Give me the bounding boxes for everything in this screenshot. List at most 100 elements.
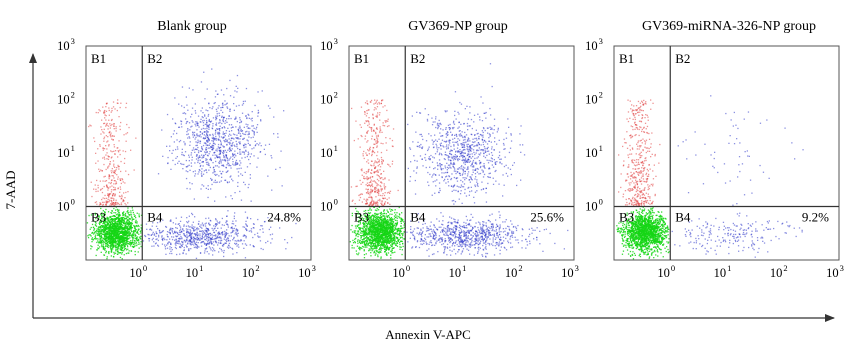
event-dot-b3 (119, 226, 121, 228)
event-dot-b3 (94, 212, 96, 214)
event-dot-b2 (204, 151, 206, 153)
event-dot-b2 (193, 198, 195, 200)
event-dot-b2 (199, 159, 201, 161)
event-dot-b4 (268, 228, 270, 231)
event-dot-b1 (367, 140, 369, 142)
event-dot-b3 (397, 233, 399, 236)
event-dot-b3 (110, 251, 113, 253)
event-dot-b2 (258, 144, 260, 146)
event-dot-b1 (375, 196, 377, 198)
event-dot-b3 (112, 237, 115, 239)
event-dot-b1 (387, 163, 389, 165)
event-dot-b1 (112, 101, 115, 103)
event-dot-b2 (206, 134, 209, 136)
event-dot-b1 (104, 180, 106, 182)
event-dot-b4 (176, 227, 178, 229)
event-dot-b4 (194, 216, 196, 218)
event-dot-b1 (380, 129, 382, 131)
event-dot-b2 (224, 122, 226, 124)
event-dot-b3 (368, 245, 370, 247)
event-dot-b1 (376, 116, 378, 118)
event-dot-b1 (105, 123, 108, 126)
event-dot-b2 (190, 126, 192, 128)
event-dot-b3 (369, 249, 371, 251)
event-dot-b3 (123, 248, 126, 251)
event-dot-b2 (251, 148, 253, 150)
event-dot-b2 (207, 110, 209, 112)
event-dot-b3 (363, 220, 366, 222)
event-dot-b3 (115, 226, 117, 228)
event-dot-b3 (114, 224, 116, 227)
event-dot-b3 (388, 222, 390, 224)
event-dot-b2 (218, 161, 220, 164)
event-dot-b3 (369, 232, 371, 234)
event-dot-b3 (118, 209, 120, 211)
event-dot-b2 (217, 146, 219, 148)
event-dot-b1 (367, 120, 369, 122)
event-dot-b3 (98, 233, 101, 235)
event-dot-b3 (131, 227, 133, 229)
event-dot-b3 (121, 258, 123, 260)
event-dot-b3 (127, 232, 129, 234)
event-dot-b1 (112, 106, 115, 108)
event-dot-b4 (174, 230, 176, 232)
event-dot-b1 (113, 189, 116, 191)
event-dot-b1 (365, 200, 368, 203)
event-dot-b1 (373, 163, 375, 165)
event-dot-b3 (91, 223, 94, 226)
event-dot-b2 (236, 137, 238, 139)
event-dot-b2 (225, 132, 227, 134)
event-dot-b3 (370, 255, 372, 257)
event-dot-b1 (115, 126, 117, 128)
event-dot-b3 (138, 247, 140, 249)
event-dot-b3 (365, 227, 367, 230)
event-dot-b1 (123, 134, 125, 136)
event-dot-b3 (90, 245, 92, 247)
event-dot-b2 (225, 171, 227, 173)
event-dot-b3 (124, 218, 127, 220)
event-dot-b1 (118, 195, 121, 197)
event-dot-b1 (387, 202, 389, 204)
event-dot-b2 (240, 121, 242, 123)
event-dot-b2 (247, 186, 249, 189)
event-dot-b1 (368, 109, 370, 111)
event-dot-b1 (375, 204, 377, 207)
event-dot-b3 (105, 241, 107, 243)
event-dot-b3 (100, 242, 102, 244)
event-dot-b2 (206, 130, 208, 132)
event-dot-b3 (100, 241, 103, 243)
event-dot-b2 (195, 136, 197, 139)
event-dot-b2 (213, 139, 215, 141)
event-dot-b1 (105, 115, 107, 117)
event-dot-b3 (107, 226, 109, 228)
event-dot-b2 (235, 126, 237, 128)
event-dot-b2 (223, 136, 225, 138)
event-dot-b3 (96, 241, 98, 244)
event-dot-b3 (113, 256, 115, 258)
event-dot-b3 (94, 230, 97, 233)
event-dot-b2 (185, 159, 187, 162)
event-dot-b3 (111, 231, 113, 233)
event-dot-b3 (140, 241, 142, 243)
event-dot-b3 (378, 237, 380, 240)
event-dot-b3 (367, 209, 369, 212)
event-dot-b1 (382, 122, 384, 124)
event-dot-b3 (380, 246, 382, 248)
event-dot-b3 (121, 228, 123, 230)
event-dot-b2 (228, 159, 230, 161)
event-dot-b3 (358, 227, 360, 229)
event-dot-b2 (220, 160, 222, 162)
event-dot-b1 (112, 160, 115, 162)
event-dot-b4 (205, 227, 207, 229)
event-dot-b1 (109, 163, 111, 165)
event-dot-b3 (102, 225, 104, 227)
event-dot-b3 (137, 251, 139, 253)
event-dot-b3 (133, 225, 135, 228)
event-dot-b1 (355, 185, 357, 188)
event-dot-b2 (181, 86, 184, 88)
event-dot-b3 (99, 241, 101, 243)
event-dot-b4 (218, 236, 220, 239)
event-dot-b4 (245, 244, 248, 246)
event-dot-b4 (218, 222, 221, 224)
event-dot-b1 (366, 198, 368, 200)
